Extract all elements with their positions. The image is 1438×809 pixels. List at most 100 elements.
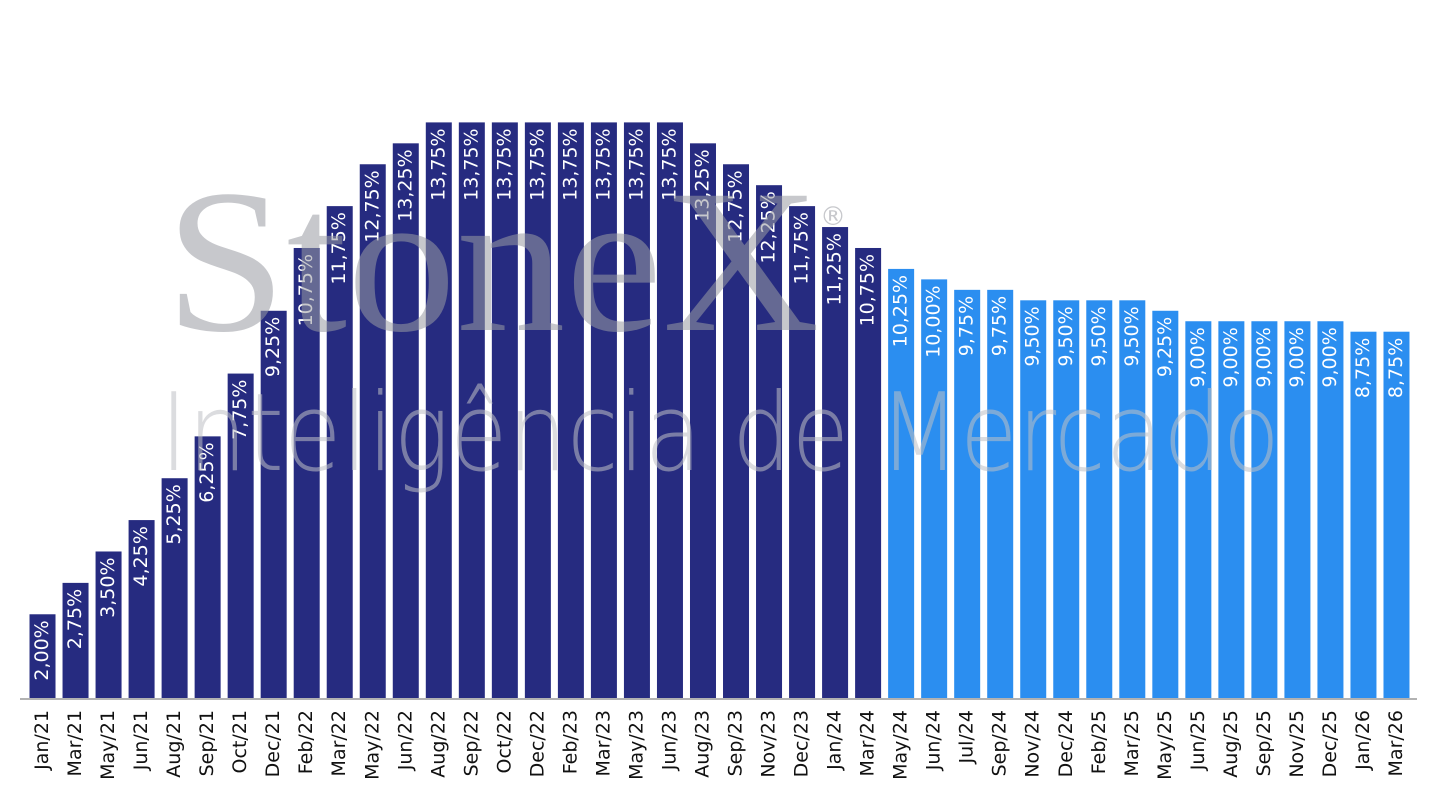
value-label: 10,75% <box>295 254 317 326</box>
bar <box>1383 331 1410 698</box>
value-label: 7,75% <box>229 380 251 440</box>
bar <box>1020 300 1047 698</box>
value-label: 9,75% <box>956 296 978 356</box>
value-label: 9,00% <box>1253 327 1275 387</box>
x-tick-label: Sep/21 <box>196 710 218 776</box>
bar <box>95 551 122 698</box>
x-tick-label: Jun/25 <box>1187 710 1209 771</box>
value-label: 13,75% <box>427 128 449 200</box>
x-tick-label: Mar/25 <box>1121 710 1143 776</box>
x-tick-label: Jan/21 <box>31 710 53 771</box>
x-tick-label: Jul/24 <box>956 710 978 765</box>
bar <box>756 185 783 699</box>
x-tick-label: May/24 <box>890 710 912 780</box>
value-label: 9,50% <box>1088 306 1110 366</box>
bar <box>1086 300 1113 698</box>
value-label: 9,50% <box>1055 306 1077 366</box>
bar <box>326 206 353 698</box>
x-tick-label: Jan/26 <box>1352 710 1374 771</box>
x-tick-label: May/23 <box>625 710 647 780</box>
x-tick-label: Sep/22 <box>460 710 482 776</box>
x-tick-label: Oct/22 <box>493 710 515 773</box>
value-label: 12,75% <box>725 170 747 242</box>
value-label: 8,75% <box>1352 338 1374 398</box>
value-label: 9,50% <box>1121 306 1143 366</box>
x-tick-label: Dec/24 <box>1055 710 1077 777</box>
value-label: 13,75% <box>658 128 680 200</box>
value-label: 9,00% <box>1319 327 1341 387</box>
value-label: 13,25% <box>691 149 713 221</box>
watermark-brand: StoneX <box>165 148 820 375</box>
bar <box>557 122 584 699</box>
x-tick-label: Nov/25 <box>1286 710 1308 778</box>
value-label: 12,25% <box>758 191 780 263</box>
watermark: StoneX ® Inteligência de Mercado <box>160 148 1280 496</box>
x-tick-label: Feb/22 <box>295 710 317 774</box>
value-label: 3,50% <box>97 557 119 617</box>
value-label: 13,75% <box>460 128 482 200</box>
bar <box>1284 321 1311 698</box>
value-label: 12,75% <box>361 170 383 242</box>
x-tick-label: Feb/25 <box>1088 710 1110 774</box>
bar <box>822 227 849 698</box>
bar <box>1119 300 1146 698</box>
bar <box>888 268 915 698</box>
bar <box>623 122 650 699</box>
value-label: 11,25% <box>824 233 846 305</box>
value-label: 13,75% <box>625 128 647 200</box>
bar <box>855 247 882 698</box>
x-tick-label: Mar/21 <box>64 710 86 776</box>
x-tick-label: Jun/22 <box>394 710 416 771</box>
x-tick-label: Jan/24 <box>824 710 846 771</box>
bar <box>954 289 981 698</box>
bar <box>1185 321 1212 698</box>
x-tick-label: Dec/22 <box>526 710 548 777</box>
bar <box>1350 331 1377 698</box>
bar <box>161 478 188 698</box>
value-label: 13,75% <box>526 128 548 200</box>
x-tick-label: Dec/25 <box>1319 710 1341 777</box>
bar <box>689 143 716 699</box>
bar <box>293 247 320 698</box>
bar <box>1218 321 1245 698</box>
value-label: 2,00% <box>31 620 53 680</box>
bar <box>1053 300 1080 698</box>
x-tick-label: Aug/23 <box>691 710 713 778</box>
bar <box>458 122 485 699</box>
bar <box>491 122 518 699</box>
value-label: 13,75% <box>493 128 515 200</box>
x-tick-label: Oct/21 <box>229 710 251 773</box>
x-tick-label: Mar/26 <box>1385 710 1407 776</box>
bar <box>524 122 551 699</box>
x-tick-label: Sep/24 <box>989 710 1011 776</box>
value-label: 9,00% <box>1187 327 1209 387</box>
bar <box>425 122 452 699</box>
value-label: 9,25% <box>262 317 284 377</box>
x-tick-label: Nov/24 <box>1022 710 1044 778</box>
bar <box>29 614 56 698</box>
bar <box>921 279 948 698</box>
value-label: 8,75% <box>1385 338 1407 398</box>
x-tick-label: Nov/23 <box>758 710 780 778</box>
bar <box>62 582 89 698</box>
value-label: 9,25% <box>1154 317 1176 377</box>
bar <box>590 122 617 699</box>
value-label: 10,25% <box>890 275 912 347</box>
value-label: 11,75% <box>328 212 350 284</box>
bar <box>359 164 386 699</box>
value-label: 4,25% <box>130 526 152 586</box>
value-label: 9,00% <box>1220 327 1242 387</box>
x-tick-label: Aug/25 <box>1220 710 1242 778</box>
x-tick-label: Mar/24 <box>857 710 879 776</box>
watermark-mark: ® <box>820 202 846 232</box>
value-label: 11,75% <box>791 212 813 284</box>
x-tick-label: Jun/23 <box>658 710 680 771</box>
value-label: 6,25% <box>196 442 218 502</box>
value-label: 9,75% <box>989 296 1011 356</box>
x-tick-label: Dec/21 <box>262 710 284 777</box>
x-tick-label: Aug/21 <box>163 710 185 778</box>
value-label: 2,75% <box>64 589 86 649</box>
bar <box>1152 310 1179 698</box>
bar <box>1251 321 1278 698</box>
